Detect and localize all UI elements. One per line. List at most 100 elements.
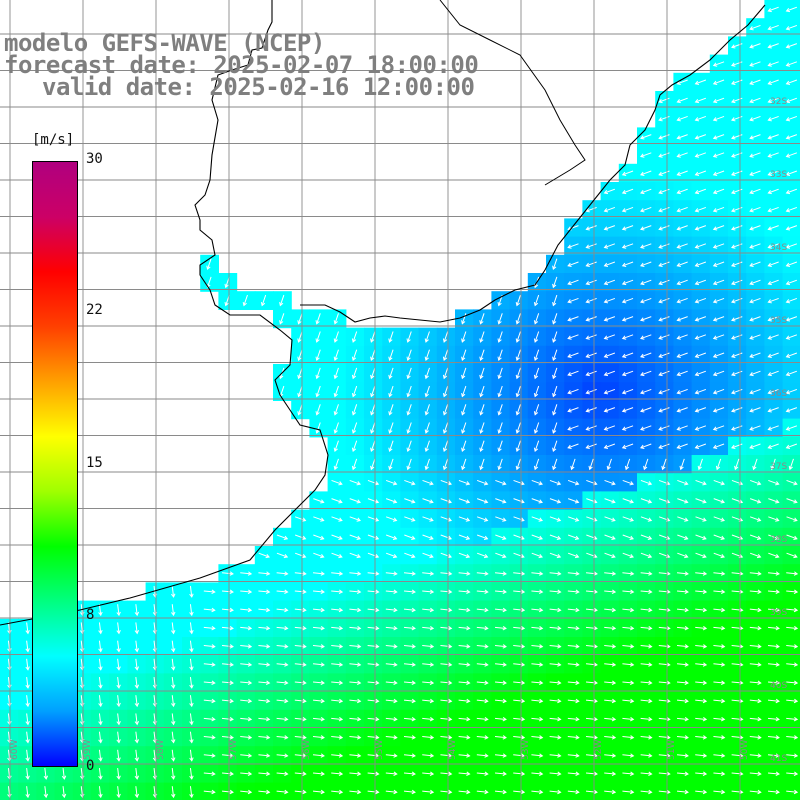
wind-arrow [767,645,780,648]
wind-arrow [531,516,543,522]
wind-arrow [494,717,507,720]
wind-arrow [567,261,579,267]
wind-arrow [622,790,634,793]
wind-arrow [80,676,84,689]
wind-arrow [549,590,561,593]
wind-arrow [622,279,634,285]
wind-arrow-head [497,447,502,453]
wind-arrow [534,313,540,324]
wind-arrow [440,717,452,720]
wind-arrow-head [676,189,681,195]
wind-arrow [258,754,270,757]
wind-arrow [713,699,725,702]
wind-arrow [495,534,506,540]
wind-arrow [294,626,306,629]
wind-arrow-head [242,301,247,307]
wind-arrow-head [134,775,140,780]
wind-arrow-head [793,535,798,540]
wind-arrow [677,370,688,376]
wind-arrow [552,385,558,397]
wind-arrow [331,479,343,485]
wind-arrow [786,498,798,503]
wind-arrow [153,622,156,634]
wind-arrow-head [356,625,362,631]
wind-arrow [458,516,470,522]
wind-arrow-head [658,153,663,158]
wind-arrow [586,297,597,303]
wind-arrow-head [284,771,289,776]
wind-arrow [367,754,379,757]
wind-arrow-head [749,98,754,104]
wind-arrow-head [647,481,653,486]
wind-arrow-head [265,771,271,776]
wind-arrow-head [658,98,663,104]
wind-arrow-head [502,499,507,504]
wind-arrow-head [484,698,489,704]
wind-arrow [749,516,761,522]
wind-arrow-head [370,447,375,453]
wind-arrow [498,422,503,434]
wind-arrow-head [229,589,234,594]
wind-arrow [389,331,394,343]
wind-arrow [422,699,434,702]
wind-arrow-head [621,444,627,449]
wind-arrow [586,534,597,540]
wind-arrow [221,772,234,775]
wind-arrow-head [229,680,234,685]
wind-arrow-head [666,625,671,631]
wind-arrow-head [429,662,435,667]
wind-arrow-head [189,793,194,799]
wind-arrow [567,370,579,376]
longitude-label: 57W [229,740,239,760]
wind-arrow-head [502,698,507,704]
wind-arrow [494,645,507,648]
wind-arrow [731,206,743,212]
wind-arrow [749,754,761,757]
wind-arrow-head [502,571,507,576]
wind-arrow [367,663,379,666]
wind-arrow [676,590,689,593]
wind-arrow-head [302,753,307,758]
wind-arrow-head [621,426,627,431]
wind-arrow-head [533,447,539,453]
wind-arrow [658,97,670,103]
wind-arrow-head [684,662,689,667]
wind-arrow-head [520,625,526,631]
wind-arrow-head [775,607,780,613]
wind-arrow [403,772,416,775]
wind-arrow [622,590,634,593]
wind-arrow [767,663,780,666]
wind-arrow-head [211,680,216,685]
wind-arrow [135,786,138,798]
wind-arrow-head [333,447,338,453]
wind-arrow [676,645,689,648]
wind-arrow [367,552,379,558]
wind-arrow-head [98,793,103,799]
wind-arrow-head [429,716,435,722]
wind-arrow-head [375,771,380,776]
wind-arrow-head [515,411,520,416]
wind-arrow-head [515,301,520,307]
wind-arrow-head [211,662,216,667]
wind-arrow-head [694,171,700,176]
wind-arrow-head [483,517,489,522]
wind-arrow [658,243,670,249]
wind-arrow-head [320,625,325,631]
wind-arrow [153,767,156,780]
wind-arrow [189,585,193,598]
wind-arrow [622,772,634,775]
wind-arrow-head [749,390,754,395]
wind-arrow-head [392,517,398,522]
wind-arrow [352,367,358,379]
wind-arrow-head [767,317,772,322]
wind-arrow-head [720,607,726,613]
wind-arrow [513,498,525,503]
wind-arrow [221,699,234,702]
wind-arrow-head [356,680,362,685]
wind-arrow [298,367,303,379]
wind-arrow [476,645,488,648]
wind-arrow-head [25,757,30,762]
wind-arrow [604,772,616,775]
wind-arrow-head [702,607,708,613]
